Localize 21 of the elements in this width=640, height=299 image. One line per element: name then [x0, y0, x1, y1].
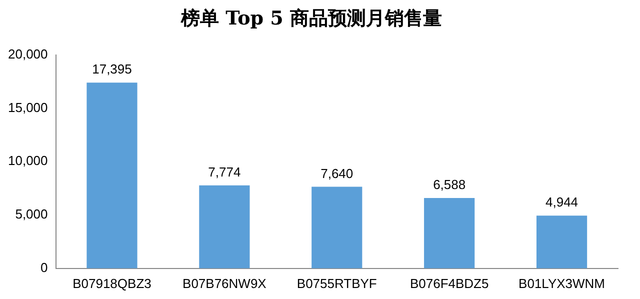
- data-label: 17,395: [92, 62, 132, 77]
- data-label: 4,944: [546, 194, 578, 210]
- y-tick-label: 5,000: [15, 206, 48, 222]
- data-label: 7,640: [320, 166, 354, 181]
- y-tick-label: 15,000: [8, 100, 48, 115]
- bar: [424, 198, 475, 268]
- data-label: 7,774: [208, 164, 241, 180]
- y-tick-label: 0: [40, 260, 48, 275]
- bar: [536, 216, 588, 268]
- y-tick-label: 10,000: [8, 153, 48, 168]
- bar: [199, 185, 250, 268]
- chart-title: 榜单 Top 5 商品预测月销售量: [180, 7, 442, 30]
- y-tick-label: 20,000: [8, 46, 48, 62]
- x-tick-label: B01LYX3WNM: [518, 276, 606, 291]
- bar: [86, 82, 138, 268]
- data-label: 6,588: [433, 177, 466, 192]
- bar: [312, 186, 362, 268]
- x-tick-label: B0755RTBYF: [296, 276, 377, 291]
- x-tick-label: B076F4BDZ5: [410, 276, 489, 291]
- x-tick-label: B07918QBZ3: [72, 276, 152, 291]
- x-tick-label: B07B76NW9X: [182, 276, 267, 291]
